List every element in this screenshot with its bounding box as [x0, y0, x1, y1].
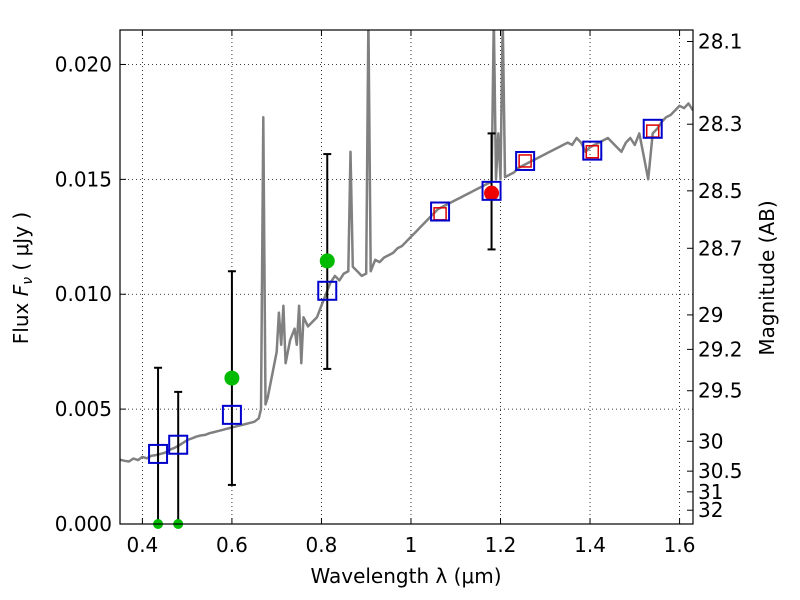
x-tick-label: 0.4 — [126, 533, 158, 557]
right-tick-label: 32 — [698, 498, 723, 522]
y-tick-label: 0.005 — [55, 397, 112, 421]
model-photometry-point — [430, 201, 451, 222]
right-tick-label: 29 — [698, 303, 723, 327]
y-tick-label: 0.000 — [55, 512, 112, 536]
y-axis-label-subscript: ν — [20, 277, 36, 285]
y-tick-label: 0.010 — [55, 282, 112, 306]
right-axis-label: Magnitude (AB) — [755, 200, 779, 355]
right-tick-label: 28.1 — [698, 29, 743, 53]
y-axis-label-symbol: F — [9, 284, 33, 296]
x-tick-label: 1 — [405, 533, 418, 557]
x-tick-label: 0.6 — [216, 533, 248, 557]
right-tick-label: 28.3 — [698, 112, 743, 136]
detection-point — [319, 253, 335, 269]
spectrum-line — [120, 30, 693, 463]
grid — [120, 30, 693, 525]
detection-point — [224, 370, 240, 386]
model-photometry-point — [148, 443, 169, 464]
model-photometry-point — [168, 434, 189, 455]
model-photometry-inner — [518, 154, 532, 168]
x-tick-label: 1.4 — [574, 533, 606, 557]
right-tick-label: 29.5 — [698, 379, 743, 403]
red-detection-point — [484, 185, 500, 201]
right-tick-label: 31 — [698, 480, 723, 504]
right-tick-label: 30.5 — [698, 459, 743, 483]
model-photometry-point — [481, 180, 502, 201]
model-photometry-point — [221, 404, 242, 425]
model-photometry-inner — [585, 145, 600, 159]
y-axis-label-prefix: Flux — [9, 296, 33, 344]
y-axis-label: Flux Fν ( μJy ) — [9, 212, 36, 344]
y-axis-label-suffix: ( μJy ) — [9, 212, 33, 277]
x-tick-label: 0.8 — [306, 533, 338, 557]
right-tick-label: 30 — [698, 429, 723, 453]
model-photometry-point — [515, 150, 536, 171]
data-points — [148, 118, 663, 529]
axis-ticks — [120, 30, 693, 525]
x-tick-label: 1.6 — [664, 533, 696, 557]
model-photometry-point — [317, 280, 338, 301]
x-tick-label: 1.2 — [485, 533, 517, 557]
y-tick-label: 0.020 — [55, 52, 112, 76]
tick-labels: 0.4 0.6 0.8 1 1.2 1.4 1.6 0.000 0.005 0.010 0.015 0… — [55, 29, 743, 557]
right-tick-label: 28.5 — [698, 179, 743, 203]
y-tick-label: 0.015 — [55, 167, 112, 191]
plot-frame — [119, 29, 694, 525]
right-tick-label: 29.2 — [698, 337, 743, 361]
x-axis-label: Wavelength λ (μm) — [310, 564, 501, 588]
error-bars — [154, 132, 496, 524]
spectrum-series — [120, 30, 693, 463]
model-photometry-point — [642, 118, 663, 139]
model-photometry-point — [582, 140, 603, 161]
right-tick-label: 28.7 — [698, 236, 743, 260]
